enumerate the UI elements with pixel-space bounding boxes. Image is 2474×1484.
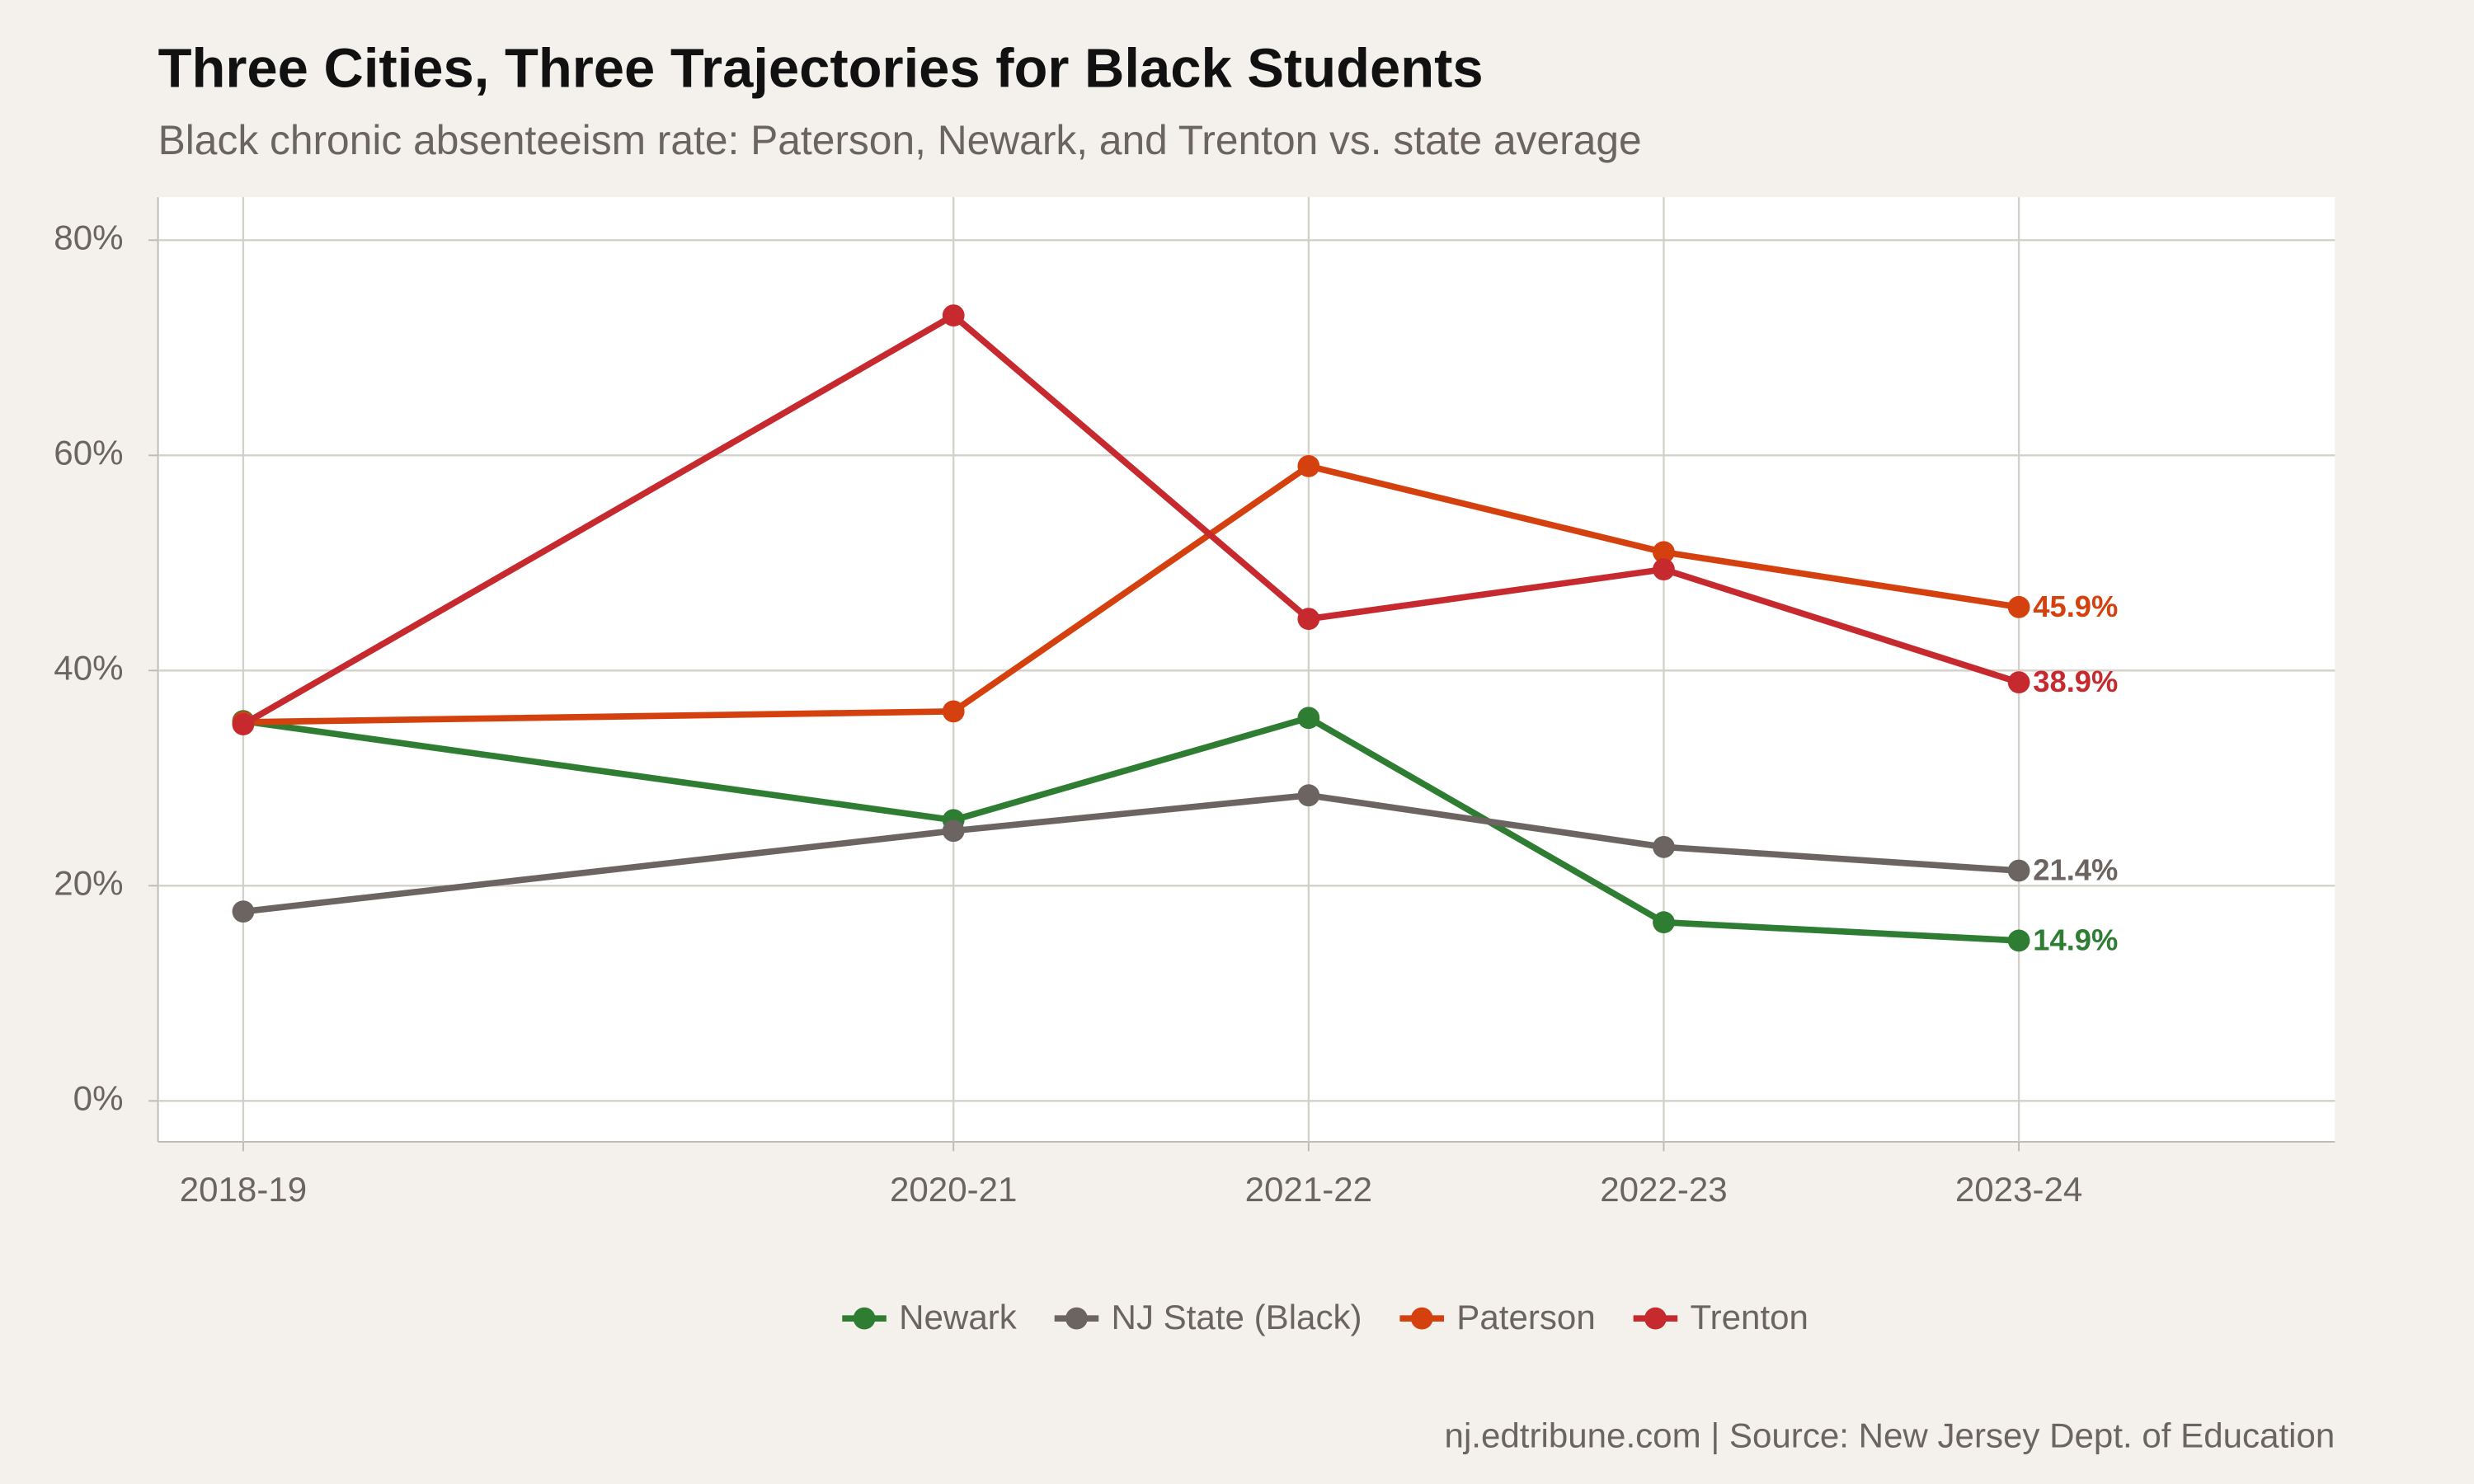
value-label: 45.9% <box>2033 589 2118 623</box>
data-point <box>1297 608 1320 631</box>
legend-item: Newark <box>842 1298 1018 1336</box>
data-point <box>942 819 965 843</box>
data-point <box>2007 929 2030 952</box>
legend-item: Paterson <box>1399 1298 1596 1336</box>
legend-item: Trenton <box>1633 1298 1808 1336</box>
data-point <box>2007 859 2030 882</box>
value-label: 38.9% <box>2033 665 2118 698</box>
data-point <box>2007 595 2030 618</box>
grid: 0% 20% 40% 60% 80% 2018-19 2020-21 2021-22 2022-… <box>54 197 2335 1209</box>
legend-item: NJ State (Black) <box>1054 1298 1362 1336</box>
data-point <box>232 713 255 735</box>
y-tick-label: 0% <box>73 1078 124 1117</box>
plot-panel <box>158 197 2335 1142</box>
legend-key-dot <box>1410 1307 1433 1330</box>
y-tick-label: 80% <box>54 218 123 256</box>
legend-label: Newark <box>899 1298 1018 1336</box>
data-point <box>1653 911 1675 934</box>
data-point <box>232 900 255 923</box>
y-tick-label: 20% <box>54 863 123 902</box>
data-point <box>942 700 965 723</box>
chart-title: Three Cities, Three Trajectories for Bla… <box>158 38 1484 100</box>
legend-label: Trenton <box>1691 1298 1808 1336</box>
value-label: 21.4% <box>2033 853 2118 887</box>
x-tick-label: 2021-22 <box>1245 1170 1372 1209</box>
series-layer: 14.9% 21.4% 45.9% 38.9% <box>232 304 2118 956</box>
legend-label: Paterson <box>1456 1298 1595 1336</box>
x-tick-label: 2023-24 <box>1955 1170 2082 1209</box>
caption: nj.edtribune.com | Source: New Jersey De… <box>1445 1416 2335 1455</box>
x-tick-label: 2020-21 <box>890 1170 1017 1209</box>
data-point <box>1653 558 1675 581</box>
data-point <box>1653 541 1675 564</box>
data-point <box>1297 784 1320 807</box>
y-tick-label: 40% <box>54 648 123 687</box>
data-point <box>2007 671 2030 694</box>
data-point <box>1653 835 1675 858</box>
data-point <box>1297 454 1320 477</box>
legend-key-dot <box>1644 1307 1667 1330</box>
legend: Newark NJ State (Black) Paterson Trenton <box>842 1298 1808 1336</box>
value-label: 14.9% <box>2033 923 2118 956</box>
chart-subtitle: Black chronic absenteeism rate: Paterson… <box>158 117 1642 163</box>
legend-label: NJ State (Black) <box>1112 1298 1362 1336</box>
data-point <box>942 304 965 327</box>
legend-key-dot <box>853 1307 876 1330</box>
data-point <box>1297 707 1320 730</box>
y-tick-label: 60% <box>54 433 123 472</box>
x-tick-label: 2018-19 <box>180 1170 307 1209</box>
x-tick-label: 2022-23 <box>1600 1170 1727 1209</box>
legend-key-dot <box>1065 1307 1088 1330</box>
